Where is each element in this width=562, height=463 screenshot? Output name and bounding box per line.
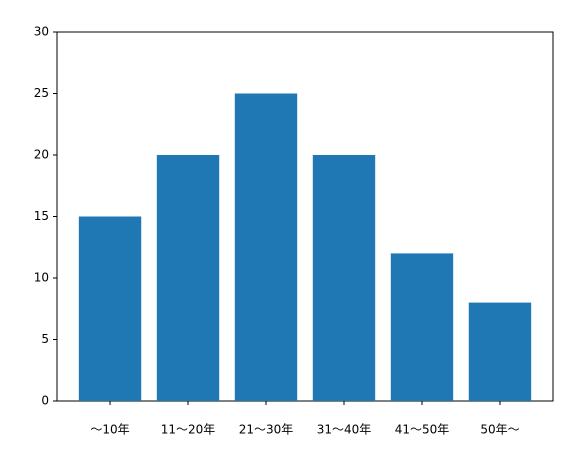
x-tick-label: ～10年 — [90, 423, 129, 437]
bar — [468, 302, 532, 401]
bar — [78, 216, 142, 401]
x-tick-label: 41～50年 — [395, 423, 450, 437]
bar — [234, 93, 298, 401]
x-tick-label: 11～20年 — [161, 423, 216, 437]
x-tick-label: 50年～ — [480, 423, 519, 437]
x-tick-label: 21～30年 — [239, 423, 294, 437]
y-tick-label: 0 — [41, 394, 49, 408]
bar — [156, 155, 220, 401]
y-tick-label: 5 — [41, 332, 49, 346]
y-tick-label: 10 — [34, 271, 49, 285]
bar — [312, 155, 376, 401]
y-tick-label: 15 — [34, 209, 49, 223]
bar — [390, 253, 454, 401]
y-tick-label: 20 — [34, 148, 49, 162]
x-tick-label: 31～40年 — [317, 423, 372, 437]
y-tick-label: 30 — [34, 25, 49, 39]
y-tick-label: 25 — [34, 86, 49, 100]
